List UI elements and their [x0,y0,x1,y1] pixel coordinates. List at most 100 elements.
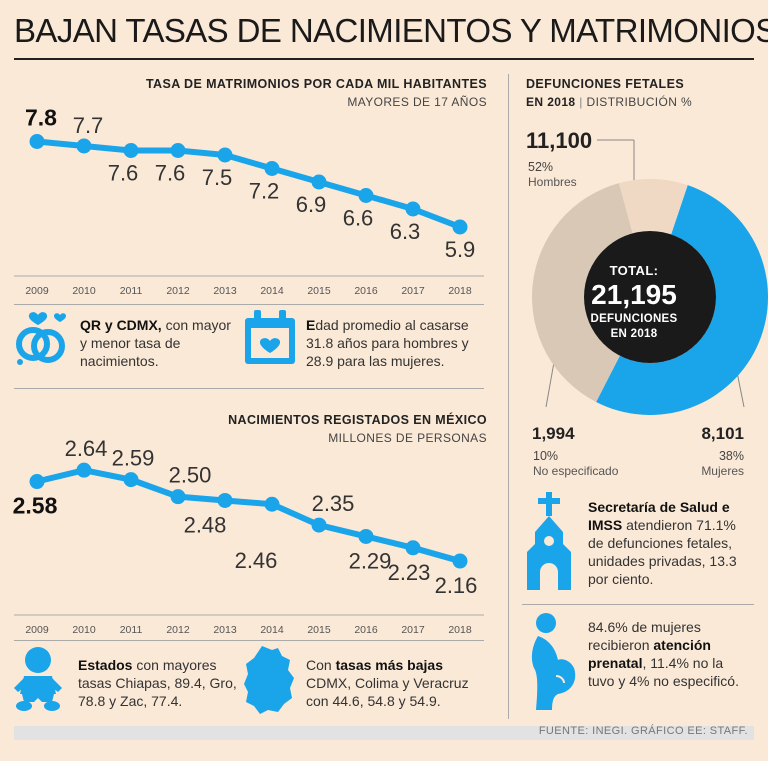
x-tick-label: 2013 [213,285,237,297]
data-point [29,474,45,490]
fact-qr-text: con mayor y menor tasa de nacimientos. [80,317,231,369]
x-tick-label: 2010 [72,624,96,636]
fact-edad-title: dad promedio al casarse [315,317,469,333]
data-point [311,517,327,533]
fact-edad-bold: E [306,317,316,333]
donut-chart-subtitle: EN 2018 | DISTRIBUCIÓN % [526,95,693,109]
x-tick-label: 2018 [448,285,472,297]
slice-hombres [596,185,768,415]
data-label: 6.6 [343,206,374,231]
title-rule [14,58,754,60]
data-point [170,489,186,505]
data-label: 7.2 [249,179,280,204]
series-line [34,138,463,230]
x-tick-label: 2018 [448,624,472,636]
x-tick-label: 2016 [354,285,378,297]
data-point [311,174,327,190]
data-point [452,219,468,235]
data-label: 2.50 [169,463,212,488]
data-label: 2.59 [112,446,155,471]
fact-prenatal: 84.6% de mujeres recibieron atención pre… [588,618,753,690]
marriage-chart-subtitle: MAYORES DE 17 AÑOS [347,95,487,109]
mujeres-label: Mujeres [701,464,744,478]
pregnant-woman-icon [531,613,576,710]
data-label: 2.58 [13,493,58,519]
x-tick-label: 2012 [166,624,190,636]
births-chart-subtitle: MILLONES DE PERSONAS [328,431,487,445]
x-tick-label: 2014 [260,624,284,636]
no-especificado-value: 1,994 [532,424,575,443]
x-tick-label: 2015 [307,285,331,297]
calendar-heart-icon [245,310,295,364]
data-label: 2.35 [312,491,355,516]
data-label: 2.29 [349,548,392,573]
x-tick-label: 2011 [120,624,143,636]
slice-mujeres [532,183,633,402]
data-label: 2.16 [435,573,478,598]
donut-center-line2: DEFUNCIONES [590,313,678,325]
slice-no-especificado [618,179,688,235]
data-point [264,496,280,512]
data-label: 7.6 [108,161,139,186]
fact-estados-text: con mayores tasas Chiapas, 89.4, Gro, 78… [78,657,237,709]
x-tick-label: 2010 [72,285,96,297]
no-especificado-label: No especificado [533,464,619,478]
donut-subtitle-text: DISTRIBUCIÓN % [586,95,693,109]
data-label: 2.46 [235,548,278,573]
footer-bar [14,726,754,740]
x-tick-label: 2015 [307,624,331,636]
data-point [123,143,139,158]
data-point [264,161,280,176]
data-point [217,147,233,163]
divider [522,604,754,605]
baby-icon [14,647,62,711]
data-point [358,528,374,544]
hombres-label: Hombres [528,175,577,189]
data-label: 7.6 [155,161,186,186]
data-label: 5.9 [445,237,476,262]
hombres-percent: 52% [528,160,554,174]
fact-edad-promedio: Edad promedio al casarse 31.8 años para h… [306,316,486,370]
data-label: 7.7 [73,113,104,138]
mujeres-percent: 38% [718,449,744,463]
data-label: 2.64 [65,436,108,461]
fact-salud-text: atendieron 71.1% de defunciones fetales,… [588,517,737,587]
donut-chart-title: DEFUNCIONES FETALES [526,77,685,91]
donut-center-total: 21,195 [591,279,677,310]
x-tick-label: 2013 [213,624,237,636]
x-tick-label: 2017 [401,624,425,636]
fact-prenatal-bold: atención prenatal [588,637,711,671]
hombres-value: 11,100 [526,128,593,153]
data-point [217,492,233,508]
donut-center [584,231,716,363]
data-point [76,462,92,478]
data-label: 2.48 [184,512,227,537]
data-point [405,540,421,556]
fact-tasas-pre: Con [306,657,336,673]
mujeres-value: 8,101 [701,424,744,443]
x-tick-label: 2014 [260,285,284,297]
data-label: 6.3 [390,219,421,244]
fact-salud-imss: Secretaría de Salud e IMSS atendieron 71… [588,498,753,588]
data-point [358,188,374,203]
divider [14,388,484,389]
data-point [405,201,421,217]
fact-qr-cdmx: QR y CDMX, con mayor y menor tasa de nac… [80,316,240,370]
fact-qr-bold: QR y CDMX, [80,317,162,333]
page-title: BAJAN TASAS DE NACIMIENTOS Y MATRIMONIOS [14,12,768,49]
divider [14,640,484,641]
mexico-city-map-icon [244,646,294,714]
donut-center-label: TOTAL: [609,263,659,278]
rings-icon [16,312,66,365]
births-chart-title: NACIMIENTOS REGISTADOS EN MÉXICO [228,413,487,427]
x-tick-label: 2012 [166,285,190,297]
data-point [76,138,92,154]
fact-salud-bold: Secretaría de Salud e IMSS [588,499,730,533]
births-line-chart: 2.58 2009 2.64 2010 2.59 2011 2.50 2012 2.48 2013… [13,436,484,636]
data-point [452,553,468,569]
x-tick-label: 2016 [354,624,378,636]
donut-center-line3: EN 2018 [610,328,658,340]
x-tick-label: 2009 [25,285,49,297]
donut-subtitle-bold: EN 2018 [526,95,576,109]
column-divider [508,74,509,719]
